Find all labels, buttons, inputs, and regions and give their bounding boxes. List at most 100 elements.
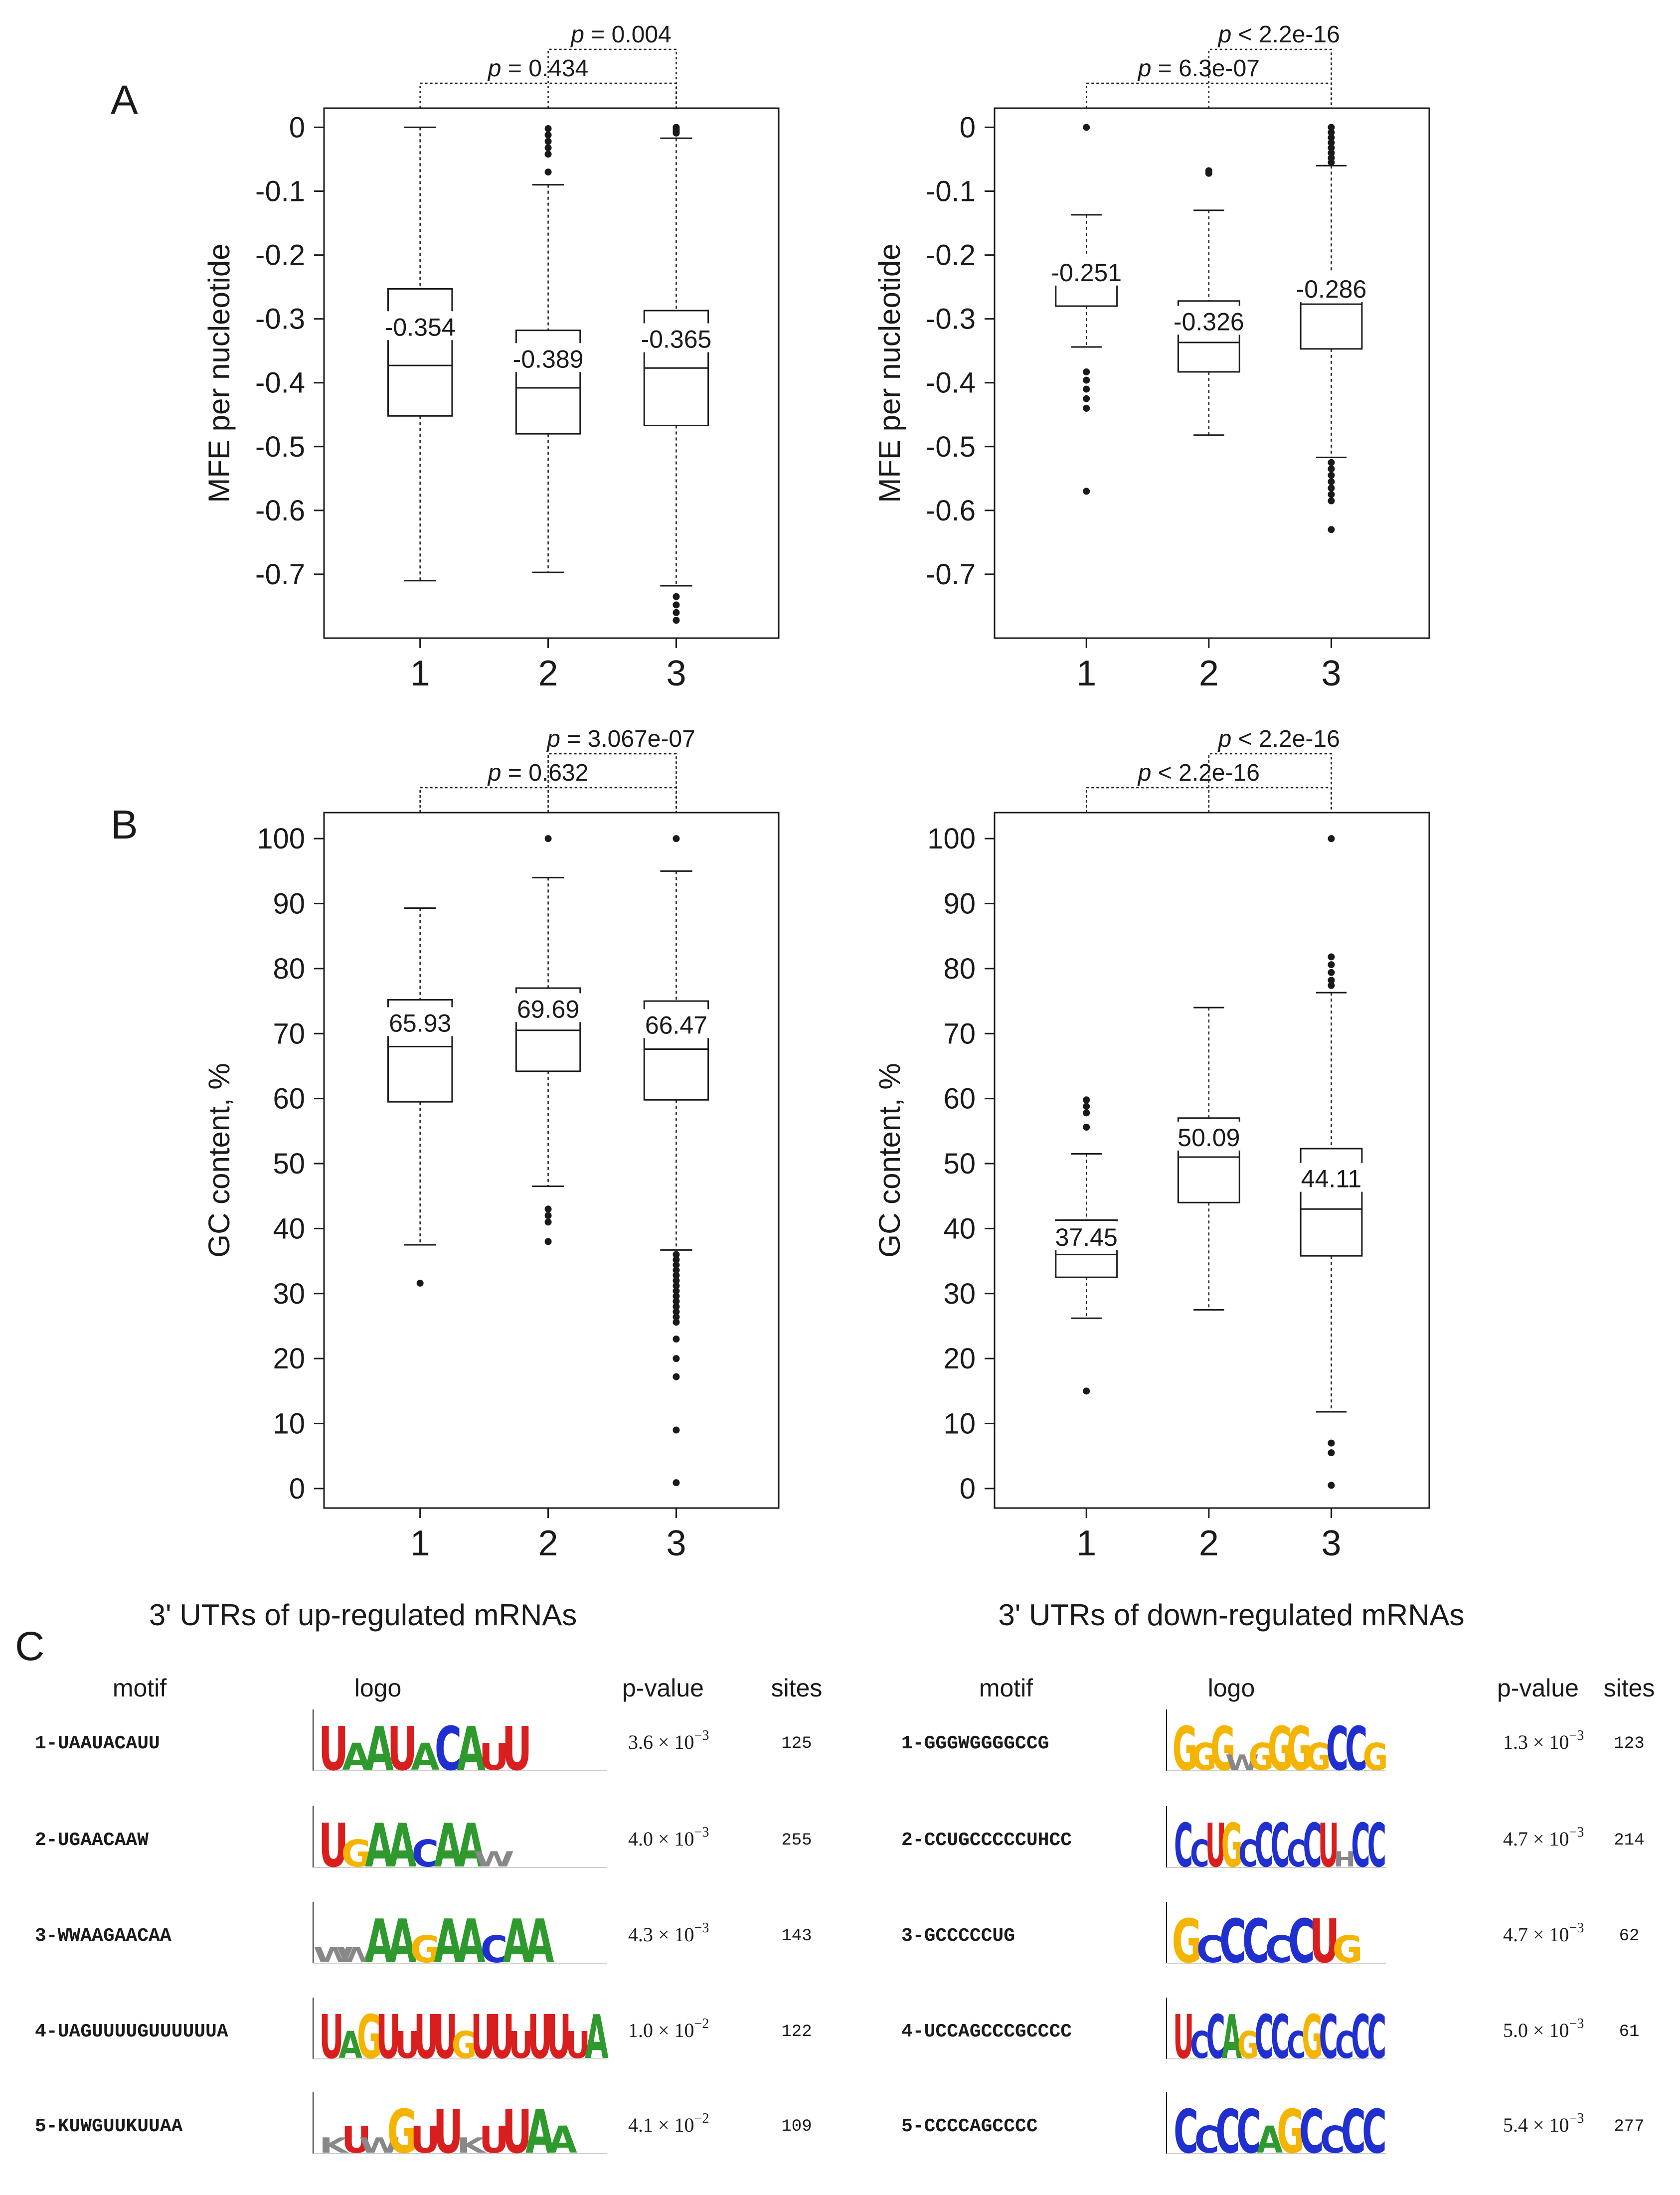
motif-name: 1-GGGWGGGGCCG [901,1733,1049,1754]
significance-bracket: p < 2.2e-16 [1085,760,1332,813]
logo-letter: C [1271,1811,1290,1880]
logo-letter: C [1255,2002,1274,2072]
p-value: 5.4 × 10−3 [1503,2111,1584,2136]
mean-label: 50.09 [1177,1124,1240,1152]
outlier-point [1083,1124,1090,1131]
x-tick-label: 2 [1199,1523,1219,1563]
mean-label: 66.47 [645,1011,707,1039]
box-2: 50.09 [1169,1007,1249,1311]
outlier-point [672,1272,680,1279]
y-tick-label: 80 [943,953,976,985]
bracket-line [1208,753,1332,813]
bracket-line [1208,48,1332,108]
outlier-point [1083,404,1090,412]
y-axis-label: MFE per nucleotide [202,243,236,503]
logo-letter: C [1326,1714,1348,1784]
box-1: 37.45 [1046,1096,1127,1395]
logo-letter: C [1303,1811,1322,1880]
p-value: 1.3 × 10−3 [1503,1728,1584,1753]
y-tick-label: -0.6 [926,495,976,527]
logo-letter: G [387,2097,418,2167]
logo-letter: C [1367,2002,1386,2072]
logo-letter: C [1319,2002,1338,2072]
sequence-logo: KUWGUUKUUAA [313,2092,607,2167]
logo-letter: U [546,2003,571,2072]
x-tick-label: 3 [666,1523,686,1563]
outlier-point [1328,485,1335,492]
sites-count: 123 [1614,1734,1644,1753]
outlier-point [544,835,552,843]
outlier-point [1328,149,1335,157]
sites-count: 122 [781,2023,812,2041]
p-value: 1.0 × 10−2 [628,2016,709,2041]
outlier-point [1328,491,1335,498]
table-row: 4-UCCAGCCCGCCCC UCCAGCCCGCCCC 5.0 × 10−3 61 [901,1998,1639,2072]
bracket-line [419,787,677,813]
logo-letter: U [387,1714,417,1784]
logo-letter: G [452,2024,477,2067]
outlier-point [672,1292,680,1300]
y-tick-label: -0.2 [255,239,305,272]
outlier-point [1328,1449,1335,1457]
motif-name: 1-UAAUACAUU [35,1733,160,1754]
y-tick-label: 0 [960,111,976,144]
outlier-point [1328,465,1335,473]
sites-count: 62 [1619,1927,1640,1946]
outlier-point [1328,124,1335,131]
y-tick-label: 20 [943,1343,976,1375]
mean-label: 44.11 [1301,1165,1361,1193]
x-tick-label: 3 [1321,654,1341,693]
significance-bracket: p = 0.434 [419,55,677,108]
logo-letter: C [1335,2024,1354,2067]
outlier-point [672,1261,680,1269]
box-3: 44.11 [1291,835,1371,1489]
box-3: -0.286 [1291,124,1371,533]
logo-letter: A [411,1735,440,1779]
logo-letter: A [457,1811,485,1881]
motif-name: 5-CCCCAGCCCC [901,2116,1038,2137]
logo-letter: U [341,2118,371,2162]
logo-letter: K [319,2134,349,2158]
logo-letter: G [1191,1736,1217,1779]
mean-label: -0.251 [1051,259,1122,287]
outlier-point [1083,1103,1090,1110]
outlier-point [672,1319,680,1326]
x-tick-label: 1 [1076,654,1096,693]
motif-name: 2-CCUGCCCCCUHCC [901,1830,1072,1851]
logo-letter: C [1190,1833,1209,1876]
table-header-motif: motif [979,1674,1033,1702]
logo-letter: C [1174,1811,1193,1880]
logo-letter: C [435,1714,462,1784]
table-row: 3-GCCCCCUG GCCCCCUG 4.7 × 10−3 62 [901,1902,1639,1977]
table-row: 1-UAAUACAUU UAAUACAUU 3.6 × 10−3 125 [35,1709,812,1784]
y-tick-label: -0.4 [255,367,305,399]
x-tick-label: 1 [410,654,430,693]
y-tick-label: 80 [273,953,305,985]
outlier-point [544,169,552,176]
p-value: 4.7 × 10−3 [1503,1825,1584,1850]
y-tick-label: 90 [273,888,305,920]
y-tick-label: -0.4 [926,367,976,399]
mean-label-bg [636,323,716,352]
logo-letter: A [338,2024,362,2067]
outlier-point [1328,459,1335,466]
y-tick-label: 40 [273,1212,305,1245]
mean-label-bg [1046,256,1127,286]
outlier-point [1328,478,1335,486]
significance-bracket: p < 2.2e-16 [1208,21,1340,108]
significance-bracket: p = 0.632 [419,760,677,813]
y-tick-label: 50 [273,1148,305,1180]
table-row: 5-CCCCAGCCCC CCCCAGCCCC 5.4 × 10−3 277 [901,2092,1645,2167]
logo-letter: C [1215,2097,1240,2167]
outlier-point [544,1212,552,1219]
y-tick-label: 100 [257,823,305,855]
logo-letter: C [1320,2118,1345,2162]
mean-label-bg [508,343,588,372]
y-tick-label: 60 [273,1083,305,1115]
bracket-line [547,48,677,108]
table-row: 4-UAGUUUUGUUUUUUA UAGUUUUGUUUUUUA 1.0 × 10… [35,1998,812,2072]
